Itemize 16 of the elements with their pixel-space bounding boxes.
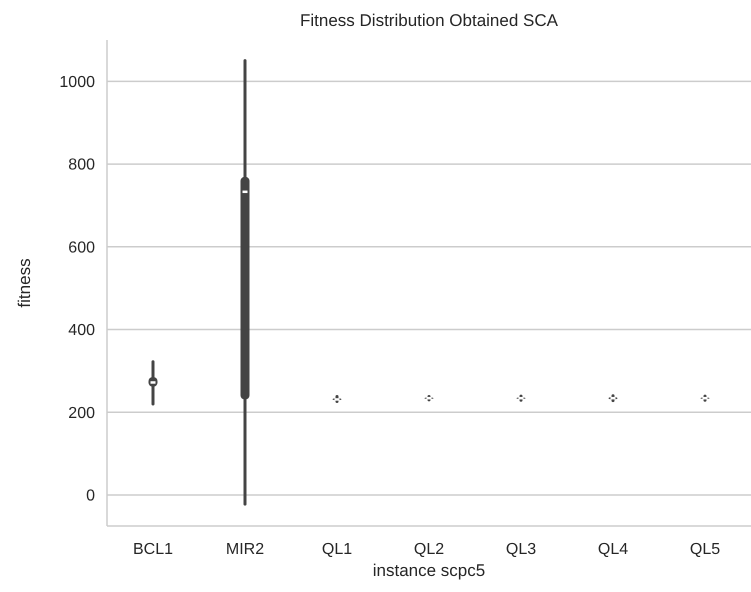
x-tick-label: QL2	[414, 541, 444, 558]
y-tick-label: 400	[68, 322, 96, 340]
y-axis-title: fitness	[15, 258, 34, 308]
y-tick-label: 600	[68, 239, 96, 256]
y-tick-label: 800	[68, 156, 96, 174]
y-tick-label: 200	[68, 404, 96, 422]
chart-title: Fitness Distribution Obtained SCA	[300, 11, 559, 30]
x-tick-label: QL5	[690, 541, 720, 558]
x-tick-label: QL4	[598, 541, 628, 558]
x-axis-title: instance scpc5	[372, 561, 486, 580]
y-tick-label: 1000	[59, 74, 96, 91]
x-tick-label: BCL1	[132, 541, 174, 558]
x-tick-label: QL3	[506, 541, 536, 558]
x-tick-label: QL1	[322, 541, 352, 558]
y-tick-label: 0	[86, 488, 96, 505]
x-tick-label: MIR2	[226, 541, 264, 558]
